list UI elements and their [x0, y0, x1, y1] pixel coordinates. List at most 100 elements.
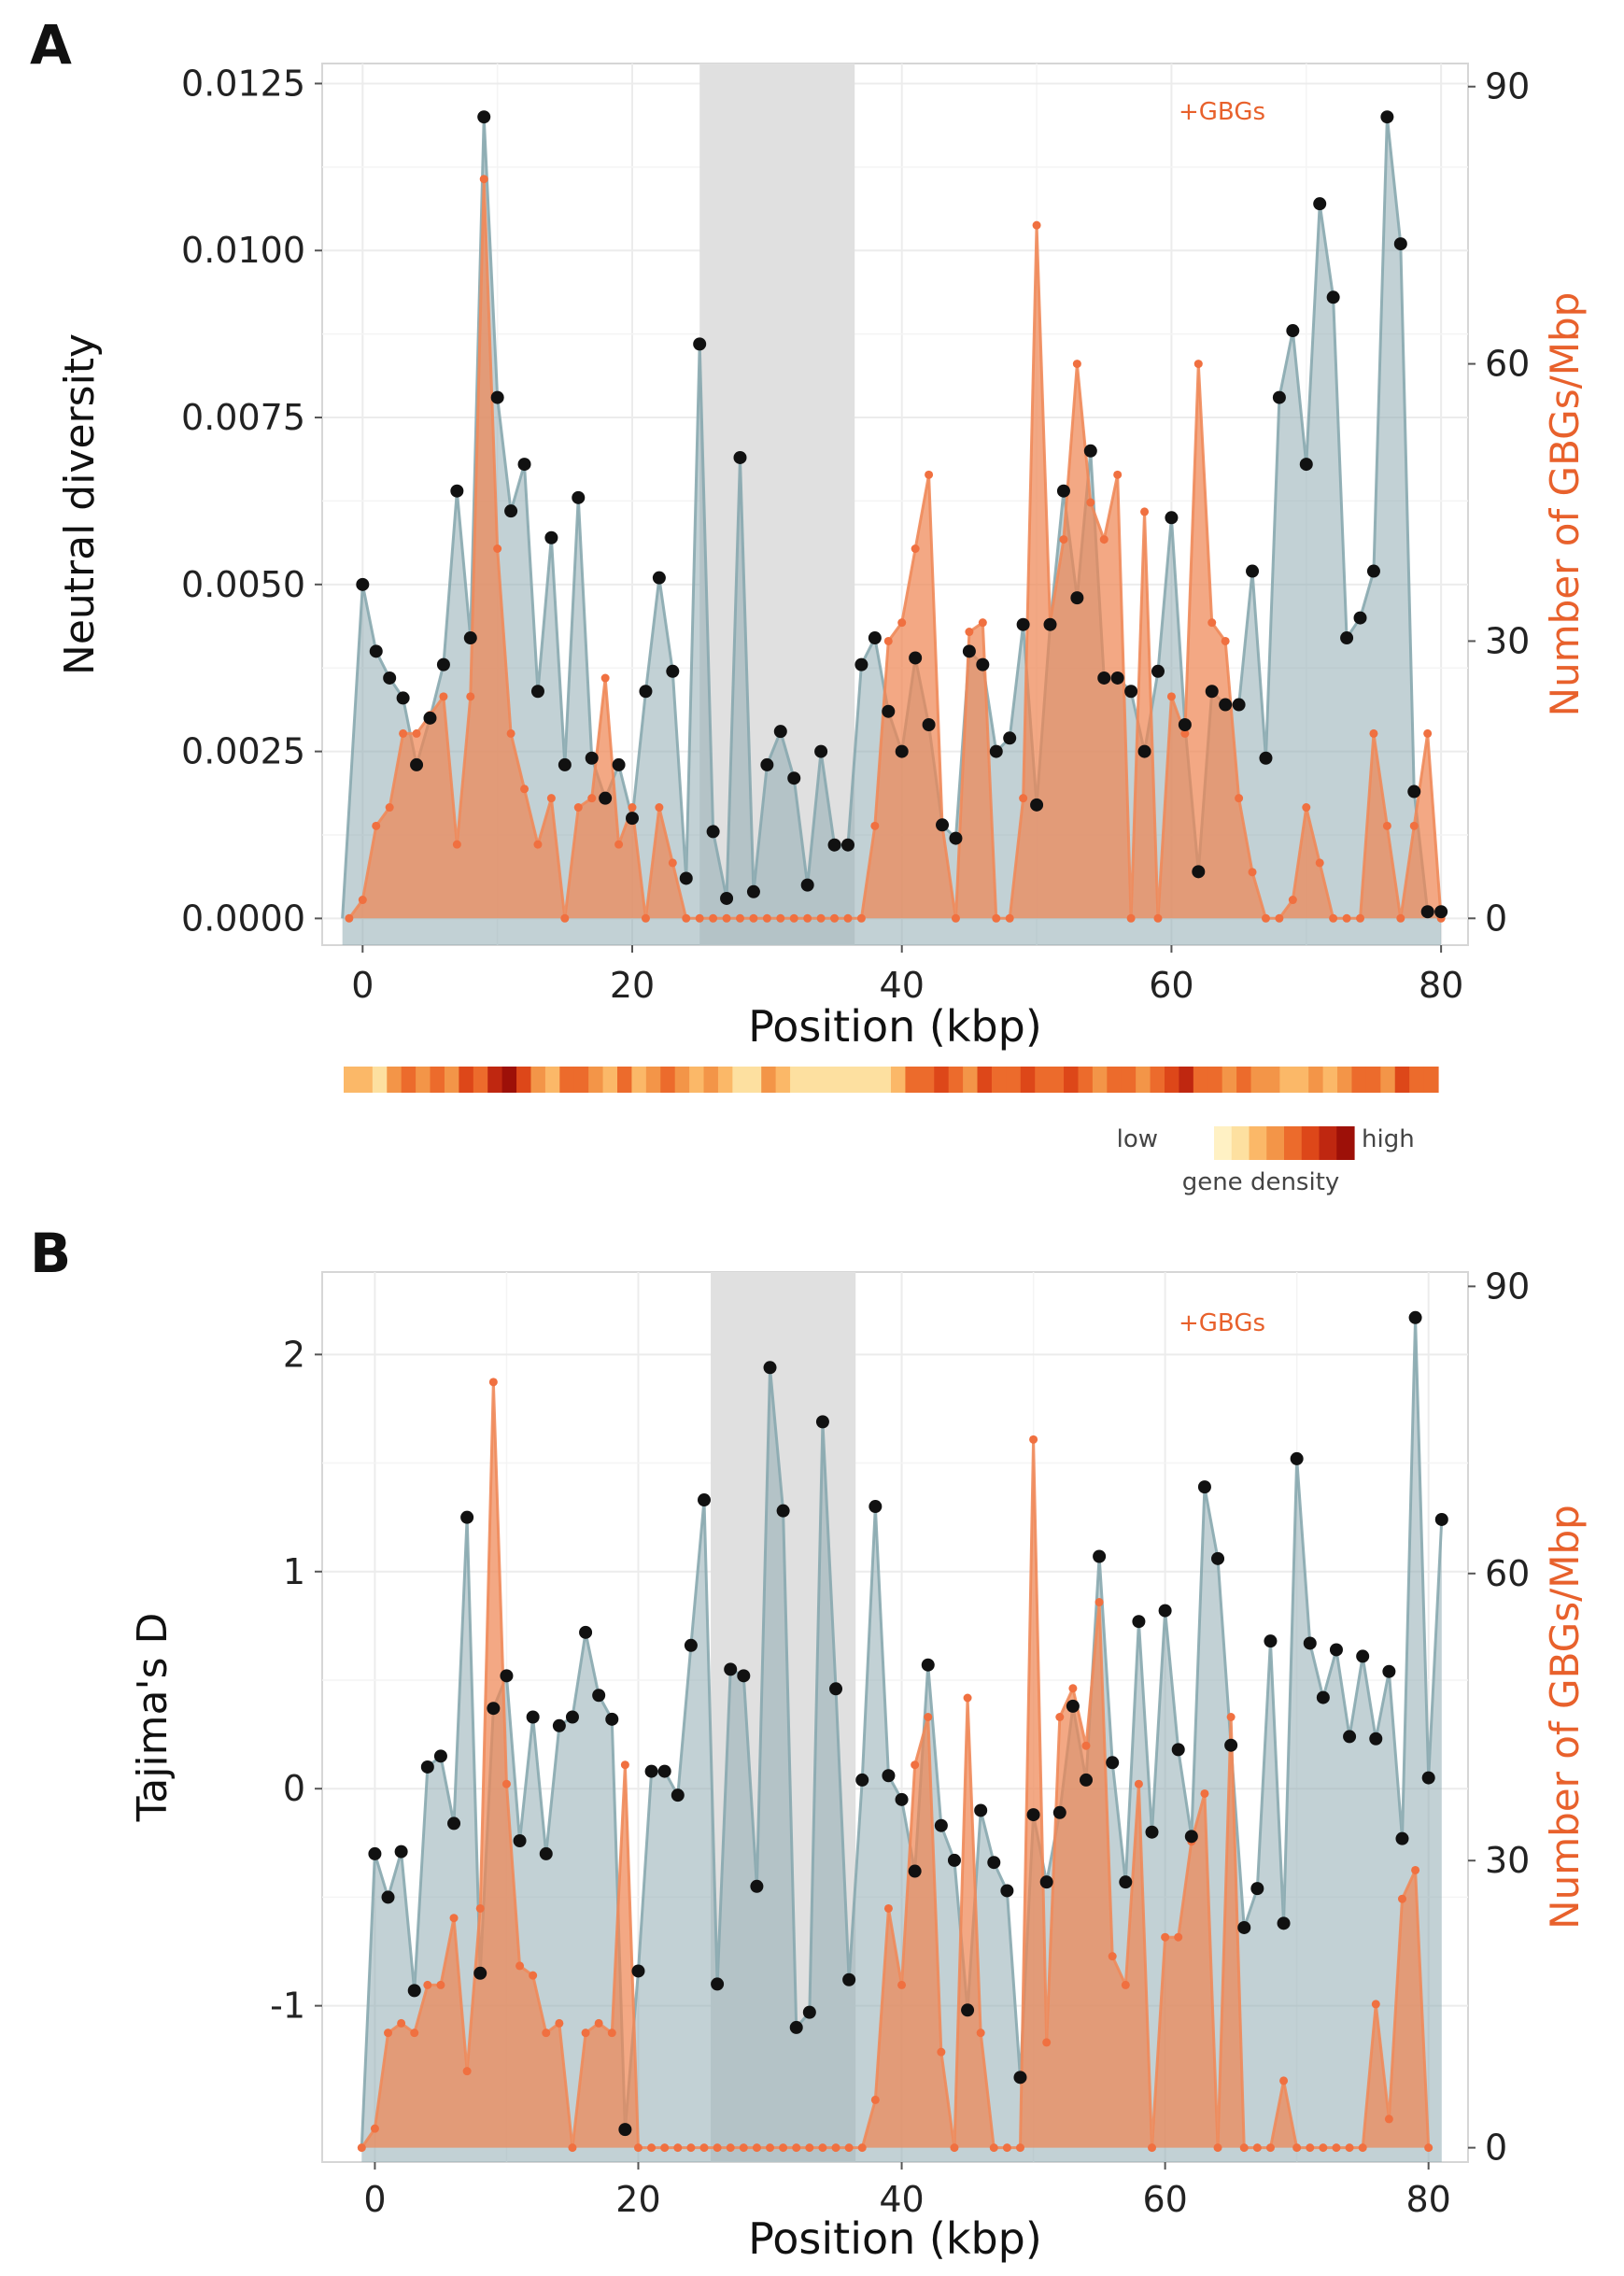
- diversity-point: [1219, 698, 1233, 712]
- gbg-point: [762, 913, 771, 923]
- diversity-point: [934, 1818, 948, 1832]
- x-tick-label: 40: [880, 965, 925, 1006]
- gbg-point: [452, 840, 461, 849]
- gbg-point: [1126, 913, 1136, 923]
- gbg-point: [466, 692, 475, 701]
- gbg-point: [937, 2047, 946, 2057]
- diversity-point: [1110, 671, 1124, 685]
- gbg-point: [641, 913, 650, 923]
- gbg-point: [792, 2143, 801, 2153]
- diversity-point: [517, 458, 531, 472]
- diversity-area: [342, 117, 1442, 946]
- gbg-area: [361, 1381, 1429, 2148]
- diversity-point: [394, 1845, 408, 1859]
- density-cell: [1222, 1067, 1237, 1093]
- diversity-point: [1184, 1830, 1198, 1844]
- gbg-point: [695, 913, 704, 923]
- gbg-point: [436, 1980, 445, 1989]
- gbg-point: [857, 2143, 867, 2153]
- density-cell: [1078, 1067, 1094, 1093]
- y-tick-label: 0.0000: [181, 898, 305, 939]
- gbg-point: [573, 803, 583, 813]
- density-cell: [804, 1067, 820, 1093]
- density-cell: [1380, 1067, 1396, 1093]
- gbg-point: [614, 840, 624, 849]
- diversity-point: [530, 685, 544, 699]
- density-cell: [358, 1067, 374, 1093]
- diversity-point: [961, 2003, 975, 2017]
- diversity-point: [1026, 1808, 1040, 1822]
- gbg-point: [370, 2124, 379, 2133]
- x-tick-label: 80: [1419, 965, 1463, 1006]
- diversity-point: [855, 1773, 869, 1787]
- diversity-point: [800, 878, 814, 892]
- gbg-point: [1252, 2143, 1262, 2153]
- x-tick-label: 60: [1149, 965, 1193, 1006]
- gbg-point: [1029, 1435, 1038, 1444]
- x-axis-label: Position (kbp): [748, 1001, 1042, 1052]
- density-cell: [1136, 1067, 1151, 1093]
- gbg-point: [1174, 1932, 1183, 1942]
- diversity-point: [552, 1718, 566, 1732]
- diversity-point: [882, 1769, 896, 1783]
- density-cell: [544, 1067, 560, 1093]
- density-cell: [344, 1067, 360, 1093]
- diversity-point: [1237, 1920, 1251, 1934]
- diversity-point: [922, 718, 936, 731]
- gbg-point: [856, 913, 866, 923]
- x-axis-label: Position (kbp): [748, 2213, 1042, 2264]
- density-cell: [948, 1067, 964, 1093]
- y2-axis-label: Number of GBGs/Mbp: [1542, 1505, 1588, 1930]
- gbg-point: [1200, 1788, 1209, 1798]
- gbg-point: [1382, 821, 1391, 830]
- diversity-point: [773, 725, 787, 739]
- gbg-point: [475, 1903, 485, 1913]
- gbg-point: [449, 1914, 459, 1923]
- density-cell: [761, 1067, 777, 1093]
- diversity-point: [592, 1689, 606, 1703]
- diversity-point: [539, 1846, 553, 1860]
- gbg-point: [520, 785, 530, 794]
- diversity-point: [1119, 1875, 1133, 1889]
- gbg-point: [1265, 2143, 1275, 2153]
- density-legend-low: low: [1117, 1125, 1158, 1153]
- diversity-point: [895, 744, 909, 758]
- diversity-point: [733, 450, 747, 464]
- diversity-point: [1316, 1690, 1330, 1704]
- density-cell: [1207, 1067, 1223, 1093]
- density-cell: [1365, 1067, 1381, 1093]
- gbg-point: [1356, 913, 1365, 923]
- density-cell: [1121, 1067, 1137, 1093]
- gbg-point: [399, 728, 408, 738]
- gbg-point: [358, 896, 367, 905]
- diversity-point: [490, 390, 504, 404]
- density-cell: [919, 1067, 935, 1093]
- diversity-point: [684, 1638, 698, 1652]
- diversity-point: [827, 838, 841, 852]
- density-legend-high: high: [1362, 1125, 1415, 1153]
- x-tick-label: 0: [351, 965, 374, 1006]
- diversity-point: [463, 631, 477, 645]
- diversity-point: [1165, 511, 1179, 525]
- diversity-point: [1197, 1480, 1211, 1494]
- diversity-point: [644, 1764, 658, 1778]
- diversity-point: [396, 691, 410, 705]
- gbg-point: [1221, 636, 1230, 645]
- legend-gbgs: +GBGs: [1179, 98, 1265, 126]
- diversity-point: [1434, 905, 1448, 919]
- diversity-point: [599, 791, 613, 805]
- diversity-point: [789, 2020, 803, 2034]
- density-cell: [775, 1067, 791, 1093]
- density-cell: [1409, 1067, 1425, 1093]
- diversity-point: [1343, 1730, 1357, 1744]
- density-cell: [963, 1067, 979, 1093]
- gbg-point: [1134, 1779, 1143, 1788]
- gbg-point: [897, 1980, 907, 1989]
- legend-gbgs: +GBGs: [1179, 1309, 1265, 1337]
- gbg-point: [529, 1971, 538, 1980]
- diversity-point: [1299, 458, 1313, 472]
- gbg-point: [843, 913, 853, 923]
- density-cell: [1179, 1067, 1194, 1093]
- gbg-point: [1315, 858, 1324, 868]
- gbg-point: [709, 913, 718, 923]
